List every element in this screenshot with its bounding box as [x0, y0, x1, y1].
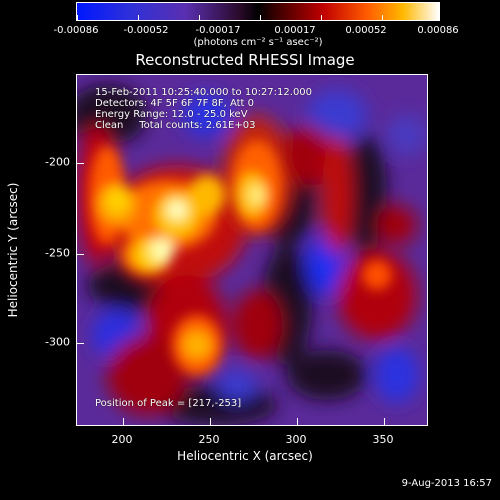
- x-tick-label: 200: [111, 433, 133, 446]
- colorbar-tick: [321, 15, 322, 20]
- colorbar-units: (photons cm⁻² s⁻¹ asec⁻²): [193, 37, 323, 48]
- x-tick-label: 250: [198, 433, 220, 446]
- x-tick-mark: [384, 418, 385, 425]
- y-tick-label: -250: [45, 246, 70, 260]
- peak-position-text: Position of Peak = [217,-253]: [95, 398, 242, 409]
- colorbar-tick-label: 0.00052: [345, 25, 387, 36]
- y-axis-label: Heliocentric Y (arcsec): [6, 182, 20, 318]
- y-tick-label: -200: [45, 155, 70, 169]
- time-range-text: 15-Feb-2011 10:25:40.000 to 10:27:12.000: [95, 87, 313, 98]
- colorbar-tick: [138, 15, 139, 20]
- colorbar-tick-label: -0.00086: [53, 25, 99, 36]
- colorbar-tick-label: -0.00017: [195, 25, 241, 36]
- colorbar: [76, 2, 440, 21]
- colorbar-tick: [260, 15, 261, 20]
- image-panel: 15-Feb-2011 10:25:40.000 to 10:27:12.000…: [76, 74, 428, 426]
- plot-title: Reconstructed RHESSI Image: [135, 51, 355, 69]
- y-tick-mark: [77, 163, 84, 164]
- total-counts-text: Clean Total counts: 2.61E+03: [95, 120, 256, 131]
- x-tick-label: 300: [285, 433, 307, 446]
- date-stamp: 9-Aug-2013 16:57: [401, 478, 492, 489]
- x-tick-mark: [123, 418, 124, 425]
- y-tick-label: -300: [45, 335, 70, 349]
- colorbar-tick-label: 0.00086: [417, 25, 459, 36]
- energy-range-text: Energy Range: 12.0 - 25.0 keV: [95, 109, 248, 120]
- colorbar-gradient: [77, 3, 439, 20]
- colorbar-tick-label: -0.00052: [123, 25, 169, 36]
- x-tick-label: 350: [372, 433, 394, 446]
- colorbar-tick-label: 0.00017: [274, 25, 316, 36]
- x-axis-label: Heliocentric X (arcsec): [177, 449, 313, 463]
- x-tick-mark: [297, 418, 298, 425]
- x-tick-mark: [210, 418, 211, 425]
- rhessi-image: [77, 75, 427, 425]
- y-tick-mark: [77, 254, 84, 255]
- y-tick-mark: [77, 343, 84, 344]
- colorbar-tick: [77, 15, 78, 20]
- detectors-text: Detectors: 4F 5F 6F 7F 8F, Att 0: [95, 98, 255, 109]
- colorbar-tick: [199, 15, 200, 20]
- colorbar-tick: [382, 15, 383, 20]
